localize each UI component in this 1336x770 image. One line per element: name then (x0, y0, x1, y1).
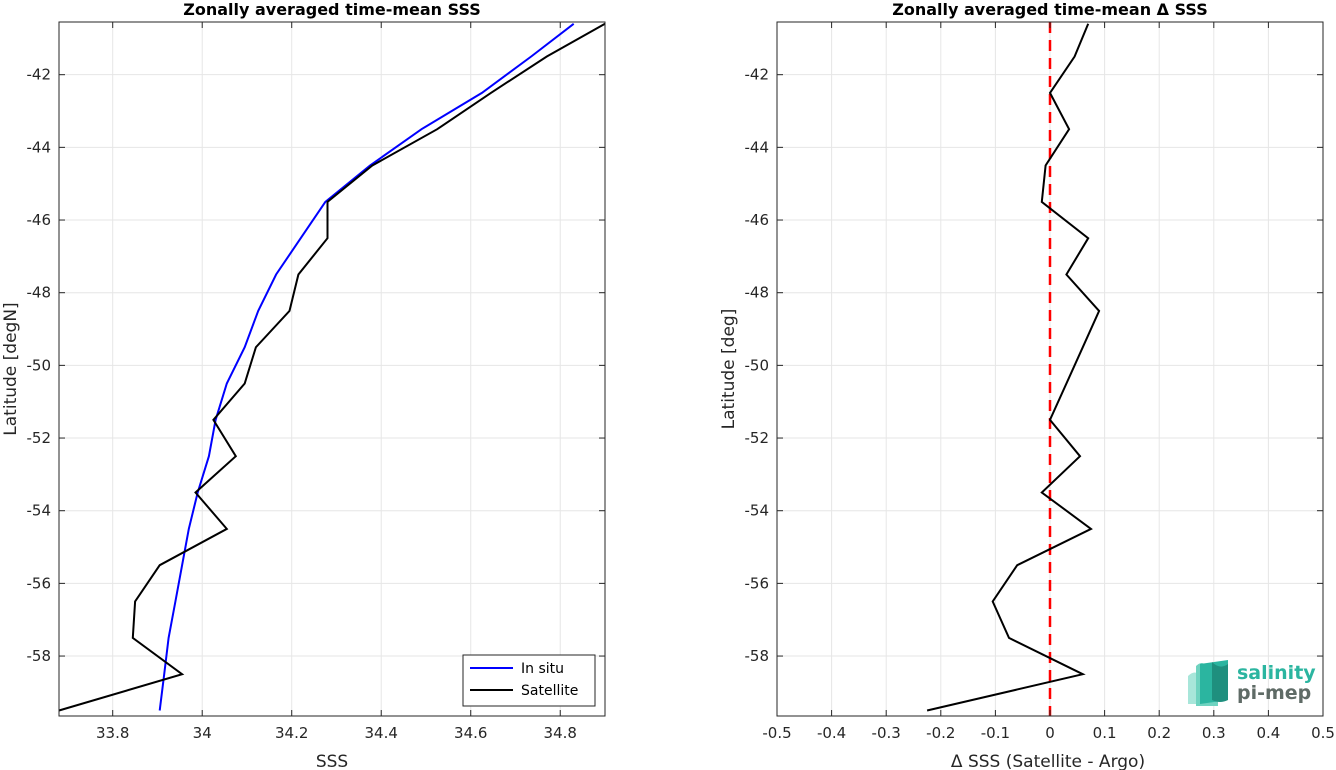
delta-sss-x-tick-label: -0.1 (981, 724, 1010, 742)
sss-axes-box (58, 21, 606, 717)
delta-sss-x-tick-label: 0 (1045, 724, 1055, 742)
delta-sss-line-0-line (926, 23, 1101, 712)
delta-sss-x-tick-label: 0.1 (1093, 724, 1117, 742)
delta-sss-y-tick-label: -56 (745, 574, 770, 592)
sss-ticks: 33.8 34 34.2 34.4 34.6 34.8 -58 -56 -54 -52 -50 -48… (27, 22, 605, 742)
sss-satellite-line (58, 22, 606, 712)
sss-x-tick-label: 34.8 (544, 724, 577, 742)
legend-in-situ-label: In situ (521, 661, 564, 677)
delta-sss-x-tick-label: 0.4 (1256, 724, 1280, 742)
sss-x-axis-label: SSS (316, 752, 348, 770)
delta-sss-x-tick-label: 0.5 (1311, 724, 1335, 742)
delta-sss-chart-title: Zonally averaged time-mean Δ SSS (892, 0, 1208, 19)
delta-sss-x-tick-label: 0.2 (1147, 724, 1171, 742)
sss-y-tick-label: -46 (27, 211, 52, 229)
sss-y-tick-label: -54 (27, 502, 52, 520)
sss-y-tick-label: -58 (27, 647, 52, 665)
delta-sss-x-tick-label: 0.3 (1202, 724, 1226, 742)
sss-x-tick-label: 34 (193, 724, 212, 742)
wave-icon (1188, 660, 1228, 706)
legend-box (462, 654, 596, 707)
sss-axes: Zonally averaged time-mean SSS 33.8 34 34.… (1, 0, 606, 770)
sss-y-axis-label: Latitude [degN] (1, 302, 21, 435)
delta-sss-y-axis-label: Latitude [deg] (719, 309, 739, 430)
sss-y-tick-label: -52 (27, 429, 52, 447)
sss-x-tick-label: 34.4 (365, 724, 398, 742)
delta-sss-axes: Zonally averaged time-mean Δ SSS -0.5 -0.… (719, 0, 1335, 770)
sss-x-tick-label: 33.8 (96, 724, 129, 742)
sss-chart-title: Zonally averaged time-mean SSS (183, 0, 481, 19)
sss-y-tick-label: -56 (27, 574, 52, 592)
delta-sss-x-tick-label: -0.3 (872, 724, 901, 742)
delta-sss-y-tick-label: -44 (745, 138, 770, 156)
delta-sss-y-tick-label: -58 (745, 647, 770, 665)
legend-satellite-label: Satellite (521, 683, 578, 699)
delta-sss-x-axis-label: Δ SSS (Satellite - Argo) (951, 752, 1145, 770)
logo-line1-text: salinity (1237, 662, 1316, 684)
delta-sss-y-tick-label: -46 (745, 211, 770, 229)
sss-x-tick-label: 34.6 (454, 724, 487, 742)
sss-y-tick-label: -48 (27, 284, 52, 302)
sss-y-tick-label: -50 (27, 356, 52, 374)
salinity-pi-mep-logo: salinity pi-mep (1188, 660, 1316, 706)
delta-sss-series-group (926, 22, 1101, 716)
sss-y-tick-label: -42 (27, 66, 52, 84)
delta-sss-y-tick-label: -52 (745, 429, 770, 447)
delta-sss-y-tick-label: -54 (745, 502, 770, 520)
delta-sss-x-tick-label: -0.2 (926, 724, 955, 742)
delta-sss-x-tick-label: -0.4 (817, 724, 846, 742)
delta-sss-y-tick-label: -42 (745, 66, 770, 84)
delta-sss-ticks: -0.5 -0.4 -0.3 -0.2 -0.1 0 0.1 0.2 0.3 0.4 0.5 -58 -… (745, 22, 1335, 742)
sss-grid (59, 22, 605, 716)
delta-sss-y-tick-label: -50 (745, 356, 770, 374)
sss-y-tick-label: -44 (27, 138, 52, 156)
sss-series-group (58, 22, 606, 712)
logo-line2-text: pi-mep (1237, 682, 1311, 704)
sss-x-tick-label: 34.2 (275, 724, 308, 742)
delta-sss-x-tick-label: -0.5 (762, 724, 791, 742)
delta-sss-y-tick-label: -48 (745, 284, 770, 302)
sss-in-situ-line (158, 23, 575, 711)
legend: In situ Satellite (462, 654, 596, 707)
